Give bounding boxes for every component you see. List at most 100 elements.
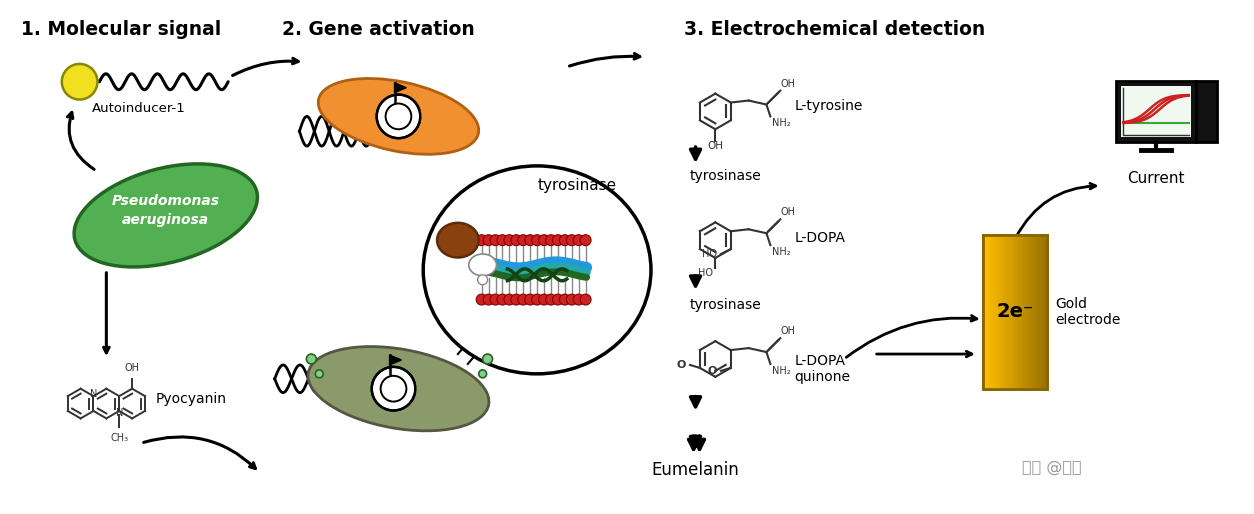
Circle shape xyxy=(532,294,543,305)
Circle shape xyxy=(559,235,571,246)
Bar xyxy=(1043,235,1045,389)
Text: 2. Gene activation: 2. Gene activation xyxy=(282,21,475,40)
Bar xyxy=(1036,235,1038,389)
Bar xyxy=(998,235,999,389)
Bar xyxy=(987,235,989,389)
Text: L-DOPA: L-DOPA xyxy=(795,231,845,245)
Circle shape xyxy=(376,95,420,138)
Text: Gold
electrode: Gold electrode xyxy=(1055,297,1120,327)
Circle shape xyxy=(573,235,584,246)
Text: OH: OH xyxy=(707,141,724,151)
Bar xyxy=(1041,235,1043,389)
Circle shape xyxy=(497,235,508,246)
Ellipse shape xyxy=(308,346,489,431)
Bar xyxy=(1006,235,1008,389)
Ellipse shape xyxy=(74,164,257,267)
Bar xyxy=(989,235,991,389)
Text: OH: OH xyxy=(780,326,795,336)
Circle shape xyxy=(573,294,584,305)
Bar xyxy=(1028,235,1030,389)
Bar xyxy=(1017,235,1020,389)
Circle shape xyxy=(545,235,557,246)
Text: 2e⁻: 2e⁻ xyxy=(997,302,1033,321)
Bar xyxy=(1032,235,1035,389)
Text: OH: OH xyxy=(780,79,795,89)
Ellipse shape xyxy=(438,223,479,258)
Ellipse shape xyxy=(469,254,497,276)
Circle shape xyxy=(532,235,543,246)
Text: NH₂: NH₂ xyxy=(772,366,791,376)
Bar xyxy=(1011,235,1013,389)
Circle shape xyxy=(483,294,494,305)
Circle shape xyxy=(483,354,493,364)
Circle shape xyxy=(385,103,411,129)
Circle shape xyxy=(510,294,522,305)
Bar xyxy=(1035,235,1036,389)
Text: HO: HO xyxy=(698,268,714,278)
Bar xyxy=(983,235,984,389)
Circle shape xyxy=(490,294,500,305)
Bar xyxy=(1195,81,1218,142)
Circle shape xyxy=(581,235,591,246)
Text: L-DOPA
quinone: L-DOPA quinone xyxy=(795,354,850,384)
Circle shape xyxy=(371,367,415,411)
Circle shape xyxy=(381,376,406,401)
Text: tyrosinase: tyrosinase xyxy=(690,298,761,311)
Text: 1. Molecular signal: 1. Molecular signal xyxy=(21,21,222,40)
Circle shape xyxy=(477,294,487,305)
Text: 3. Electrochemical detection: 3. Electrochemical detection xyxy=(683,21,984,40)
Text: L-tyrosine: L-tyrosine xyxy=(795,100,863,114)
Text: Pseudomonas
aeruginosa: Pseudomonas aeruginosa xyxy=(112,194,219,227)
Bar xyxy=(993,235,996,389)
Ellipse shape xyxy=(319,79,479,154)
Bar xyxy=(1020,235,1021,389)
Text: NH₂: NH₂ xyxy=(772,247,791,257)
Circle shape xyxy=(504,235,515,246)
Text: OH: OH xyxy=(124,363,139,373)
Polygon shape xyxy=(390,355,401,365)
Circle shape xyxy=(490,235,500,246)
Text: Current: Current xyxy=(1127,171,1185,186)
Text: 知乎 @燃溪: 知乎 @燃溪 xyxy=(1022,461,1082,475)
Bar xyxy=(999,235,1002,389)
Bar xyxy=(1004,235,1006,389)
Bar xyxy=(1038,235,1041,389)
Circle shape xyxy=(61,64,98,100)
Bar xyxy=(1014,235,1017,389)
Bar xyxy=(1116,81,1195,142)
Circle shape xyxy=(518,294,529,305)
Bar xyxy=(1045,235,1047,389)
Circle shape xyxy=(545,294,557,305)
Text: OH: OH xyxy=(780,207,795,217)
Circle shape xyxy=(483,235,494,246)
Bar xyxy=(1013,235,1014,389)
Bar xyxy=(1030,235,1032,389)
Text: tyrosinase: tyrosinase xyxy=(690,169,761,183)
Text: N: N xyxy=(90,389,97,399)
Bar xyxy=(1023,235,1026,389)
Circle shape xyxy=(567,294,577,305)
Circle shape xyxy=(553,294,563,305)
Bar xyxy=(996,235,998,389)
Circle shape xyxy=(567,235,577,246)
Bar xyxy=(991,235,993,389)
Circle shape xyxy=(559,294,571,305)
Circle shape xyxy=(479,370,487,378)
Circle shape xyxy=(524,294,535,305)
Circle shape xyxy=(524,235,535,246)
Circle shape xyxy=(581,294,591,305)
Bar xyxy=(1021,235,1023,389)
Circle shape xyxy=(306,354,316,364)
Circle shape xyxy=(538,294,549,305)
Circle shape xyxy=(497,294,508,305)
Polygon shape xyxy=(983,235,1047,389)
Circle shape xyxy=(315,370,324,378)
Ellipse shape xyxy=(423,166,651,374)
Text: CH₃: CH₃ xyxy=(110,433,128,443)
Circle shape xyxy=(538,235,549,246)
Text: Pyocyanin: Pyocyanin xyxy=(155,392,227,406)
Bar xyxy=(1002,235,1004,389)
Bar xyxy=(1121,86,1190,137)
Circle shape xyxy=(510,235,522,246)
Circle shape xyxy=(478,275,488,285)
